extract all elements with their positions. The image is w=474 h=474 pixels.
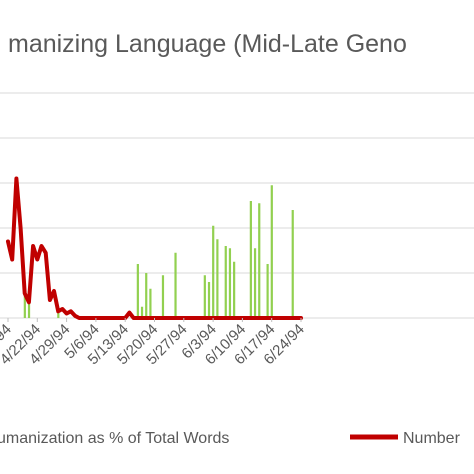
legend-label-line: Number bbox=[403, 430, 461, 447]
bar bbox=[203, 275, 206, 318]
bar bbox=[23, 291, 26, 318]
chart-title: manizing Language (Mid-Late Geno bbox=[8, 30, 407, 58]
bar bbox=[253, 248, 257, 318]
bar bbox=[207, 282, 211, 318]
bar bbox=[136, 264, 139, 318]
line-path bbox=[6, 176, 303, 320]
bar bbox=[270, 185, 273, 318]
bar bbox=[145, 273, 148, 318]
bar bbox=[149, 288, 152, 318]
bar bbox=[228, 248, 232, 318]
bar bbox=[27, 291, 31, 318]
bar bbox=[140, 306, 144, 318]
bar bbox=[212, 225, 215, 318]
bar bbox=[249, 201, 252, 318]
bar bbox=[266, 264, 269, 318]
bar bbox=[233, 261, 236, 318]
gridlines bbox=[0, 92, 474, 319]
bar bbox=[258, 203, 261, 318]
legend-label-bars: umanization as % of Total Words bbox=[0, 430, 229, 447]
legend: umanization as % of Total Words Number bbox=[0, 430, 461, 447]
line-series bbox=[6, 176, 303, 320]
bar bbox=[174, 252, 177, 318]
bar bbox=[224, 246, 227, 318]
bar bbox=[161, 275, 165, 318]
bar bbox=[216, 239, 219, 318]
bar bbox=[291, 210, 294, 318]
x-axis-tick-labels: 4/15/944/22/944/29/945/6/945/13/945/20/9… bbox=[0, 318, 308, 368]
bar bbox=[57, 311, 60, 318]
bar-series bbox=[23, 185, 294, 318]
